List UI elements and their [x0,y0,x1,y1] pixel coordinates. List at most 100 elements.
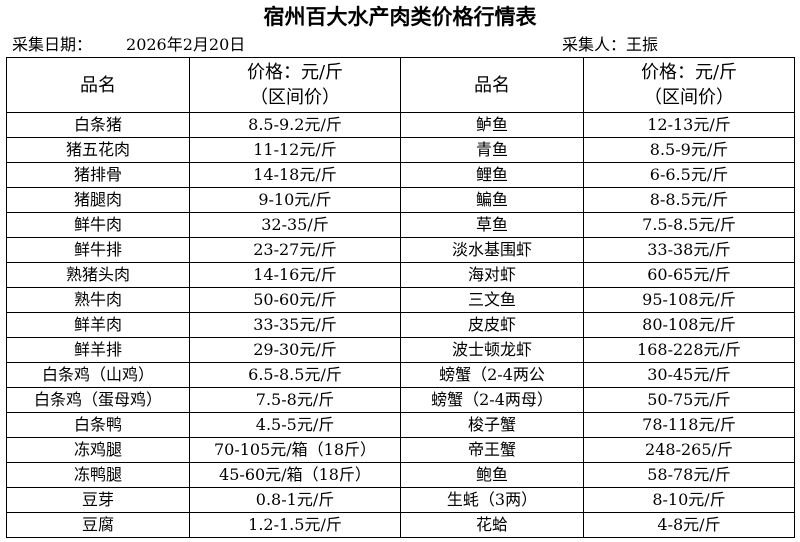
table-row: 猪五花肉 11-12元/斤 青鱼 8.5-9元/斤 [6,137,795,163]
right-name-cell: 鳊鱼 [400,187,584,213]
right-price-cell: 30-45元/斤 [583,362,795,388]
right-price-cell: 168-228元/斤 [583,337,795,363]
left-name-cell: 白条猪 [6,112,190,138]
right-name-cell: 梭子蟹 [400,412,584,438]
header-price-line2: （区间价） [250,87,340,108]
right-name-cell: 波士顿龙虾 [400,337,584,363]
table-row: 鲜羊肉 33-35元/斤 皮皮虾 80-108元/斤 [6,312,795,338]
right-name-cell: 鲍鱼 [400,462,584,488]
right-price-cell: 50-75元/斤 [583,387,795,413]
left-name-cell: 豆芽 [6,487,190,513]
right-price-cell: 33-38元/斤 [583,237,795,263]
left-name-cell: 白条鸡（山鸡） [6,362,190,388]
date-value: 2026年2月20日 [126,35,246,54]
header-price-line1: 价格：元/斤 [246,62,344,83]
table-header-row: 品名 价格：元/斤 （区间价） 品名 价格：元/斤 （区间价） [6,57,795,113]
right-price-cell: 6-6.5元/斤 [583,162,795,188]
right-price-cell: 7.5-8.5元/斤 [583,212,795,238]
table-row: 猪排骨 14-18元/斤 鲤鱼 6-6.5元/斤 [6,162,795,188]
header-price-line1: 价格：元/斤 [640,62,738,83]
table-row: 冻鸭腿 45-60元/箱（18斤） 鲍鱼 58-78元/斤 [6,462,795,488]
right-price-cell: 4-8元/斤 [583,512,795,538]
right-name-cell: 海对虾 [400,262,584,288]
right-price-cell: 58-78元/斤 [583,462,795,488]
left-price-cell: 32-35/斤 [189,212,401,238]
left-price-cell: 45-60元/箱（18斤） [189,462,401,488]
table-row: 白条鸡（蛋母鸡） 7.5-8元/斤 螃蟹（2-4两母） 50-75元/斤 [6,387,795,413]
left-price-cell: 8.5-9.2元/斤 [189,112,401,138]
header-name-left: 品名 [6,57,190,113]
left-name-cell: 猪五花肉 [6,137,190,163]
right-name-cell: 螃蟹（2-4两母） [400,387,584,413]
left-name-cell: 冻鸭腿 [6,462,190,488]
right-name-cell: 青鱼 [400,137,584,163]
right-name-cell: 草鱼 [400,212,584,238]
right-name-cell: 皮皮虾 [400,312,584,338]
left-name-cell: 豆腐 [6,512,190,538]
table-row: 鲜牛排 23-27元/斤 淡水基围虾 33-38元/斤 [6,237,795,263]
left-price-cell: 33-35元/斤 [189,312,401,338]
left-price-cell: 7.5-8元/斤 [189,387,401,413]
table-row: 豆芽 0.8-1元/斤 生蚝（3两） 8-10元/斤 [6,487,795,513]
table-row: 豆腐 1.2-1.5元/斤 花蛤 4-8元/斤 [6,512,795,538]
right-name-cell: 螃蟹（2-4两公 [400,362,584,388]
left-name-cell: 熟牛肉 [6,287,190,313]
left-price-cell: 70-105元/箱（18斤） [189,437,401,463]
table-row: 白条鸡（山鸡） 6.5-8.5元/斤 螃蟹（2-4两公 30-45元/斤 [6,362,795,388]
collector: 采集人：王振 [562,35,659,54]
left-name-cell: 鲜牛排 [6,237,190,263]
left-name-cell: 猪排骨 [6,162,190,188]
right-name-cell: 帝王蟹 [400,437,584,463]
left-name-cell: 白条鸡（蛋母鸡） [6,387,190,413]
left-price-cell: 14-18元/斤 [189,162,401,188]
header-price-right: 价格：元/斤 （区间价） [583,57,795,113]
table-row: 鲜牛肉 32-35/斤 草鱼 7.5-8.5元/斤 [6,212,795,238]
table-row: 白条鸭 4.5-5元/斤 梭子蟹 78-118元/斤 [6,412,795,438]
left-price-cell: 4.5-5元/斤 [189,412,401,438]
left-price-cell: 11-12元/斤 [189,137,401,163]
right-price-cell: 248-265/斤 [583,437,795,463]
right-price-cell: 8-8.5元/斤 [583,187,795,213]
table-row: 冻鸡腿 70-105元/箱（18斤） 帝王蟹 248-265/斤 [6,437,795,463]
right-name-cell: 淡水基围虾 [400,237,584,263]
header-price-line2: （区间价） [644,87,734,108]
left-price-cell: 50-60元/斤 [189,287,401,313]
collection-date: 采集日期： 2026年2月20日 [12,34,245,56]
table-row: 白条猪 8.5-9.2元/斤 鲈鱼 12-13元/斤 [6,112,795,138]
page-title: 宿州百大水产肉类价格行情表 [263,5,537,29]
left-price-cell: 6.5-8.5元/斤 [189,362,401,388]
left-name-cell: 熟猪头肉 [6,262,190,288]
date-label: 采集日期： [12,35,93,54]
table-row: 猪腿肉 9-10元/斤 鳊鱼 8-8.5元/斤 [6,187,795,213]
header-price-left: 价格：元/斤 （区间价） [189,57,401,113]
right-name-cell: 鲤鱼 [400,162,584,188]
left-name-cell: 白条鸭 [6,412,190,438]
right-price-cell: 12-13元/斤 [583,112,795,138]
right-price-cell: 60-65元/斤 [583,262,795,288]
left-price-cell: 0.8-1元/斤 [189,487,401,513]
table-row: 鲜羊排 29-30元/斤 波士顿龙虾 168-228元/斤 [6,337,795,363]
left-price-cell: 29-30元/斤 [189,337,401,363]
left-price-cell: 23-27元/斤 [189,237,401,263]
right-name-cell: 生蚝（3两） [400,487,584,513]
right-name-cell: 三文鱼 [400,287,584,313]
right-price-cell: 78-118元/斤 [583,412,795,438]
left-name-cell: 猪腿肉 [6,187,190,213]
price-table: 品名 价格：元/斤 （区间价） 品名 价格：元/斤 （区间价） 白条猪 8.5-9.2… [6,57,795,538]
right-name-cell: 鲈鱼 [400,112,584,138]
right-price-cell: 8-10元/斤 [583,487,795,513]
left-name-cell: 鲜牛肉 [6,212,190,238]
left-name-cell: 鲜羊排 [6,337,190,363]
left-price-cell: 9-10元/斤 [189,187,401,213]
right-price-cell: 95-108元/斤 [583,287,795,313]
left-price-cell: 1.2-1.5元/斤 [189,512,401,538]
table-row: 熟猪头肉 14-16元/斤 海对虾 60-65元/斤 [6,262,795,288]
header-name-right: 品名 [400,57,584,113]
left-price-cell: 14-16元/斤 [189,262,401,288]
right-price-cell: 8.5-9元/斤 [583,137,795,163]
left-name-cell: 鲜羊肉 [6,312,190,338]
table-row: 熟牛肉 50-60元/斤 三文鱼 95-108元/斤 [6,287,795,313]
right-name-cell: 花蛤 [400,512,584,538]
right-price-cell: 80-108元/斤 [583,312,795,338]
left-name-cell: 冻鸡腿 [6,437,190,463]
